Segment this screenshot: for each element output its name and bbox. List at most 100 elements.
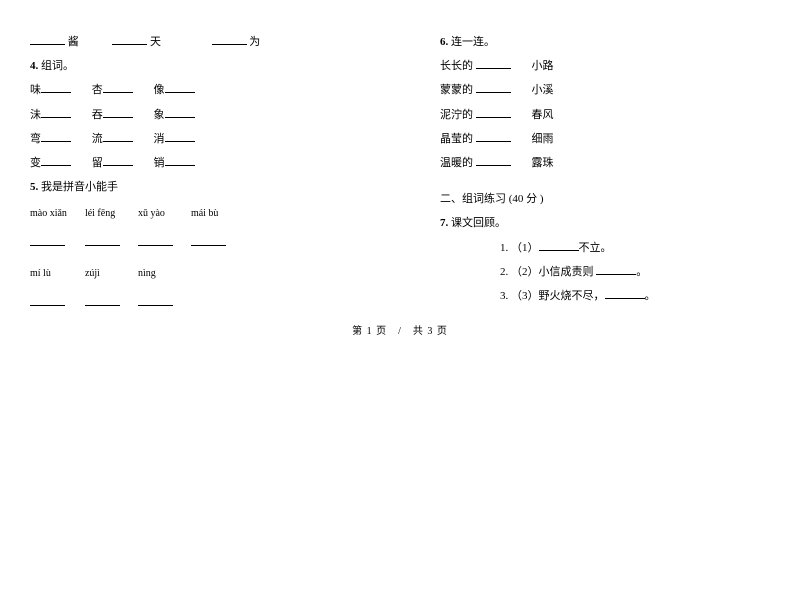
post: 不立。 (579, 242, 612, 254)
char: 销 (154, 157, 165, 169)
char: 留 (92, 157, 103, 169)
match-row: 长长的 小路 (440, 54, 770, 78)
q-number: 7. (440, 217, 448, 229)
match-right: 小溪 (532, 84, 554, 96)
q-title: 我是拼音小能手 (41, 181, 118, 193)
match-row: 泥泞的 春风 (440, 103, 770, 127)
pinyin: xū yào (138, 208, 165, 219)
match-right: 露珠 (532, 157, 554, 169)
blank (85, 296, 120, 306)
post: 。 (645, 290, 656, 302)
blank (476, 58, 511, 69)
top-fill-row: 酱 天 为 (30, 30, 360, 54)
blank (103, 131, 133, 142)
pinyin: léi fēng (85, 208, 115, 219)
blank (138, 296, 173, 306)
char: 流 (92, 133, 103, 145)
footer-text: 第 1 页 / 共 3 页 (352, 326, 448, 337)
blank (605, 288, 645, 299)
q6-title: 6. 连一连。 (440, 30, 770, 54)
char: 为 (249, 36, 260, 48)
idx: 2. (500, 266, 508, 278)
pinyin-table: mào xiǎn léi fēng xū yào mái bù mí lù zú… (30, 199, 244, 319)
char: 酱 (68, 36, 79, 48)
pinyin: nìng (138, 268, 156, 279)
blank (539, 240, 579, 251)
blank (30, 296, 65, 306)
grid-row: 味 杏 像 (30, 78, 360, 102)
section-label: 二、组词练习 (440, 193, 506, 205)
blank (165, 155, 195, 166)
section-score: (40 分 ) (509, 193, 544, 205)
char: 消 (154, 133, 165, 145)
q7-answers: 1. （1）不立。 2. （2）小信成责则 。 3. （3）野火烧不尽，。 (440, 236, 770, 309)
match-left: 长长的 (440, 60, 473, 72)
blank (41, 107, 71, 118)
char: 味 (30, 84, 41, 96)
blank (103, 155, 133, 166)
q-number: 4. (30, 60, 38, 72)
blank (476, 107, 511, 118)
match-left: 晶莹的 (440, 133, 473, 145)
blank (212, 34, 247, 45)
q-number: 6. (440, 36, 448, 48)
blank (165, 131, 195, 142)
pinyin-row: mí lù zújì nìng (30, 259, 244, 289)
q-number: 5. (30, 181, 38, 193)
right-column: 6. 连一连。 长长的 小路 蒙蒙的 小溪 泥泞的 春风 晶莹的 细雨 温暖的 … (400, 30, 770, 319)
match-right: 细雨 (532, 133, 554, 145)
blank (476, 131, 511, 142)
char: 弯 (30, 133, 41, 145)
q-title: 连一连。 (451, 36, 495, 48)
match-left: 温暖的 (440, 157, 473, 169)
idx: 3. (500, 290, 508, 302)
blank (476, 82, 511, 93)
char: 像 (154, 84, 165, 96)
page-footer: 第 1 页 / 共 3 页 (0, 322, 800, 337)
pinyin-blank-row (30, 229, 244, 259)
char: 天 (150, 36, 161, 48)
char: 吞 (92, 109, 103, 121)
blank (476, 155, 511, 166)
match-right: 春风 (532, 109, 554, 121)
idx: 1. (500, 242, 508, 254)
pinyin: mào xiǎn (30, 208, 67, 219)
blank (191, 236, 226, 246)
char: 沬 (30, 109, 41, 121)
blank (103, 107, 133, 118)
blank (103, 82, 133, 93)
pinyin: zújì (85, 268, 100, 279)
char: 杏 (92, 84, 103, 96)
blank (41, 82, 71, 93)
pre: （2）小信成责则 (511, 266, 594, 278)
pre: （1） (511, 242, 539, 254)
q-title: 组词。 (41, 60, 74, 72)
char: 变 (30, 157, 41, 169)
answer-item: 2. （2）小信成责则 。 (500, 260, 770, 284)
left-column: 酱 天 为 4. 组词。 味 杏 像 沬 吞 象 弯 流 消 变 (30, 30, 400, 319)
q5-title: 5. 我是拼音小能手 (30, 175, 360, 199)
blank (41, 131, 71, 142)
match-left: 蒙蒙的 (440, 84, 473, 96)
pinyin: mí lù (30, 268, 51, 279)
page: 酱 天 为 4. 组词。 味 杏 像 沬 吞 象 弯 流 消 变 (0, 0, 800, 319)
section-2-title: 二、组词练习 (40 分 ) (440, 187, 770, 211)
blank (138, 236, 173, 246)
blank (85, 236, 120, 246)
blank (30, 34, 65, 45)
q-title: 课文回顾。 (451, 217, 506, 229)
q7-title: 7. 课文回顾。 (440, 211, 770, 235)
q4-title: 4. 组词。 (30, 54, 360, 78)
grid-row: 沬 吞 象 (30, 103, 360, 127)
match-right: 小路 (532, 60, 554, 72)
blank (30, 236, 65, 246)
answer-item: 1. （1） 不立。 (500, 236, 770, 260)
pinyin: mái bù (191, 208, 219, 219)
grid-row: 变 留 销 (30, 151, 360, 175)
pinyin-blank-row (30, 289, 244, 319)
grid-row: 弯 流 消 (30, 127, 360, 151)
match-row: 蒙蒙的 小溪 (440, 78, 770, 102)
blank (165, 107, 195, 118)
blank (596, 264, 636, 275)
char: 象 (154, 109, 165, 121)
